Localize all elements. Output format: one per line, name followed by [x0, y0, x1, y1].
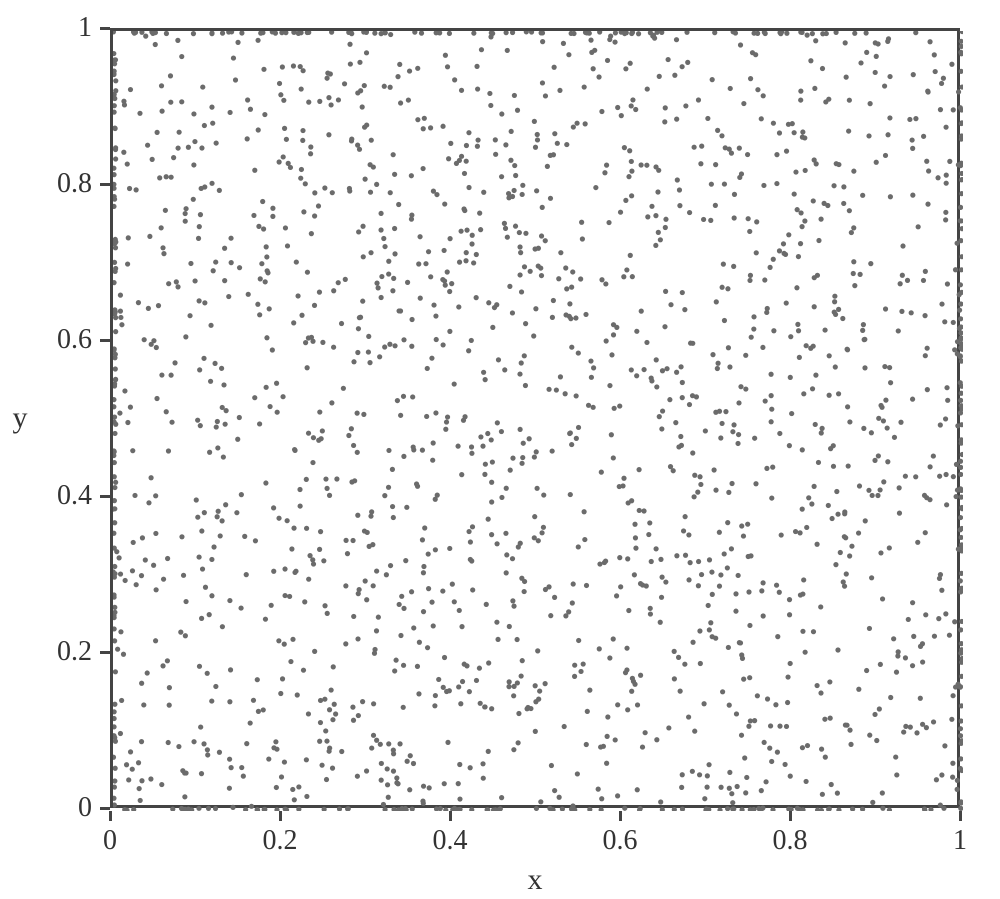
y-tick	[100, 495, 110, 498]
x-tick-label: 1	[953, 825, 967, 857]
x-tick-label: 0.8	[773, 825, 808, 857]
y-tick	[100, 339, 110, 342]
scatter-chart: y x 0 0.2 0.4 0.6 0.8 1 0 0.2 0.4 0.6 0.8 1	[0, 0, 1000, 899]
x-tick	[619, 811, 622, 821]
y-tick-label: 0.4	[57, 480, 92, 512]
x-tick	[449, 811, 452, 821]
x-axis-label: x	[528, 863, 543, 897]
y-tick	[100, 27, 110, 30]
y-tick-label: 1	[78, 12, 92, 44]
scatter-svg	[113, 31, 963, 811]
y-tick	[100, 651, 110, 654]
y-tick	[100, 807, 110, 810]
y-tick	[100, 183, 110, 186]
y-tick-label: 0.8	[57, 168, 92, 200]
y-tick-label: 0	[78, 792, 92, 824]
x-tick	[109, 811, 112, 821]
y-tick-label: 0.2	[57, 636, 92, 668]
x-tick-label: 0	[103, 825, 117, 857]
x-tick	[279, 811, 282, 821]
y-axis-label: y	[13, 401, 28, 435]
y-tick-label: 0.6	[57, 324, 92, 356]
x-tick-label: 0.6	[603, 825, 638, 857]
x-tick-label: 0.2	[263, 825, 298, 857]
plot-area	[110, 28, 960, 808]
x-tick	[959, 811, 962, 821]
x-tick-label: 0.4	[433, 825, 468, 857]
x-tick	[789, 811, 792, 821]
